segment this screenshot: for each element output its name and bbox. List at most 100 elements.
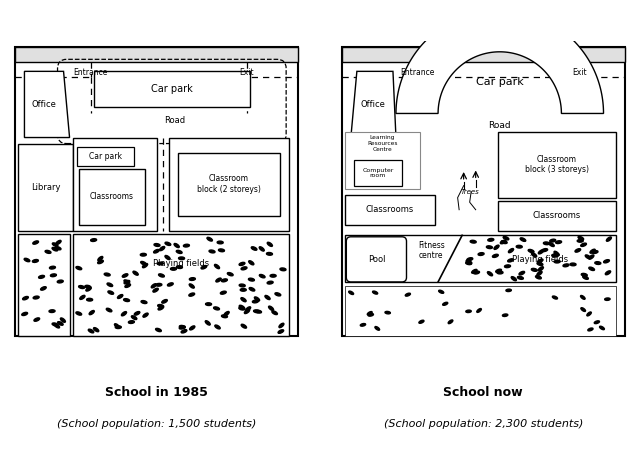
- Ellipse shape: [506, 289, 511, 291]
- Ellipse shape: [159, 247, 164, 251]
- Ellipse shape: [575, 249, 580, 252]
- Ellipse shape: [24, 258, 30, 262]
- Ellipse shape: [448, 320, 453, 324]
- Bar: [345, 235, 616, 282]
- Ellipse shape: [201, 266, 207, 269]
- Ellipse shape: [349, 291, 353, 295]
- Ellipse shape: [239, 307, 244, 310]
- Ellipse shape: [587, 312, 591, 316]
- Bar: [342, 47, 625, 62]
- Text: Classrooms: Classrooms: [90, 192, 134, 201]
- Text: Library: Library: [31, 183, 60, 192]
- Text: Trees: Trees: [460, 189, 479, 195]
- Ellipse shape: [472, 269, 477, 273]
- Ellipse shape: [519, 272, 525, 275]
- Ellipse shape: [478, 253, 484, 255]
- Ellipse shape: [467, 258, 473, 261]
- Ellipse shape: [590, 249, 595, 253]
- Ellipse shape: [218, 249, 225, 252]
- Ellipse shape: [133, 271, 138, 275]
- Ellipse shape: [537, 262, 543, 266]
- Ellipse shape: [140, 253, 147, 256]
- Ellipse shape: [241, 324, 246, 328]
- Text: Car park: Car park: [476, 77, 524, 87]
- Ellipse shape: [49, 266, 56, 269]
- Ellipse shape: [552, 296, 557, 299]
- Text: Classrooms: Classrooms: [532, 211, 581, 220]
- Ellipse shape: [538, 250, 543, 254]
- Ellipse shape: [477, 308, 481, 313]
- Ellipse shape: [214, 307, 220, 310]
- Ellipse shape: [504, 265, 511, 267]
- Ellipse shape: [550, 239, 556, 242]
- Ellipse shape: [79, 285, 84, 289]
- Ellipse shape: [168, 283, 173, 286]
- Ellipse shape: [268, 242, 273, 246]
- Ellipse shape: [159, 274, 164, 277]
- Text: Car park: Car park: [151, 84, 193, 94]
- Ellipse shape: [496, 269, 502, 272]
- Ellipse shape: [76, 267, 82, 270]
- Text: Learning
Resources
Centre: Learning Resources Centre: [367, 135, 397, 152]
- Text: Office: Office: [31, 100, 56, 109]
- Ellipse shape: [106, 308, 112, 312]
- Text: Road: Road: [488, 121, 511, 130]
- Ellipse shape: [214, 264, 220, 269]
- Ellipse shape: [266, 253, 273, 255]
- Text: Classroom
block (2 storeys): Classroom block (2 storeys): [197, 175, 261, 194]
- Ellipse shape: [604, 260, 609, 263]
- Ellipse shape: [207, 237, 212, 241]
- Ellipse shape: [508, 249, 513, 253]
- Ellipse shape: [98, 260, 103, 264]
- Ellipse shape: [125, 284, 131, 287]
- Ellipse shape: [563, 264, 569, 267]
- Ellipse shape: [278, 330, 284, 333]
- Ellipse shape: [405, 293, 410, 296]
- Text: Classrooms: Classrooms: [366, 205, 414, 214]
- Ellipse shape: [158, 306, 164, 310]
- Ellipse shape: [88, 329, 94, 333]
- Ellipse shape: [270, 274, 276, 277]
- FancyBboxPatch shape: [346, 237, 406, 282]
- Ellipse shape: [240, 289, 246, 291]
- Ellipse shape: [249, 288, 255, 291]
- Ellipse shape: [553, 253, 559, 256]
- Ellipse shape: [466, 262, 472, 265]
- Ellipse shape: [154, 249, 159, 253]
- Ellipse shape: [488, 272, 493, 276]
- Ellipse shape: [209, 250, 215, 253]
- Ellipse shape: [52, 323, 58, 326]
- Ellipse shape: [60, 318, 65, 322]
- Ellipse shape: [131, 316, 137, 320]
- Ellipse shape: [33, 259, 38, 262]
- Ellipse shape: [156, 283, 162, 286]
- Ellipse shape: [124, 280, 129, 283]
- Ellipse shape: [606, 237, 611, 241]
- Ellipse shape: [269, 306, 273, 310]
- Ellipse shape: [141, 262, 147, 265]
- Ellipse shape: [104, 273, 110, 276]
- Bar: [354, 160, 402, 186]
- Ellipse shape: [33, 296, 39, 299]
- Ellipse shape: [54, 324, 60, 328]
- Ellipse shape: [259, 275, 265, 278]
- Ellipse shape: [585, 255, 591, 259]
- Ellipse shape: [220, 291, 226, 294]
- Ellipse shape: [520, 238, 525, 241]
- Ellipse shape: [368, 313, 373, 316]
- Ellipse shape: [141, 300, 147, 304]
- Ellipse shape: [156, 328, 161, 331]
- Ellipse shape: [91, 239, 97, 241]
- Ellipse shape: [511, 276, 516, 281]
- Ellipse shape: [118, 295, 123, 299]
- Ellipse shape: [508, 259, 513, 262]
- Ellipse shape: [56, 240, 61, 244]
- Ellipse shape: [589, 255, 594, 259]
- Ellipse shape: [241, 267, 247, 270]
- Ellipse shape: [165, 255, 170, 260]
- Ellipse shape: [360, 323, 365, 326]
- Ellipse shape: [265, 295, 270, 299]
- Ellipse shape: [538, 267, 543, 271]
- Ellipse shape: [57, 280, 63, 283]
- Ellipse shape: [189, 326, 195, 330]
